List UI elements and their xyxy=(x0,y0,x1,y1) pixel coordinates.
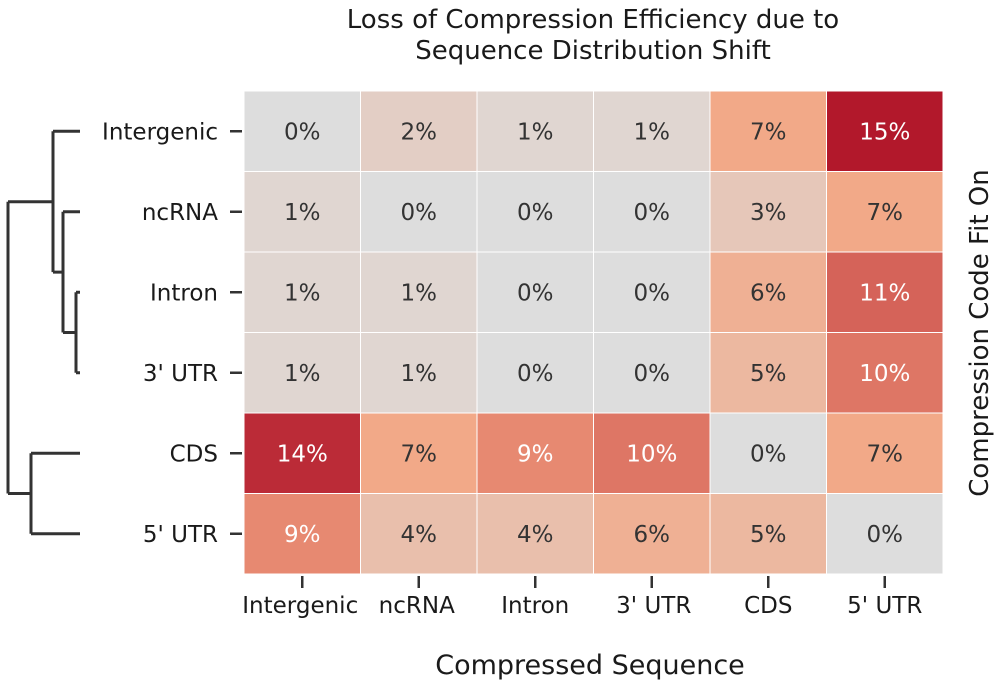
cell-value-label: 0% xyxy=(634,361,671,387)
cell-value-label: 5% xyxy=(750,522,787,548)
cell-value-label: 11% xyxy=(859,280,910,306)
cell-value-label: 7% xyxy=(867,200,904,226)
heatmap-cell xyxy=(593,493,711,575)
heatmap-cell xyxy=(243,251,361,333)
cell-value-label: 5% xyxy=(750,361,787,387)
y-tick-label: CDS xyxy=(170,441,218,467)
heatmap-cell xyxy=(360,171,478,253)
heatmap-cell xyxy=(826,412,944,494)
cell-value-label: 0% xyxy=(750,441,787,467)
cell-value-label: 15% xyxy=(859,119,910,145)
x-tick-label: ncRNA xyxy=(379,593,455,619)
y-tick-label: Intron xyxy=(150,280,218,306)
cell-value-label: 1% xyxy=(284,200,321,226)
heatmap-cell xyxy=(593,171,711,253)
heatmap-cell xyxy=(360,412,478,494)
heatmap-cell xyxy=(360,493,478,575)
cell-value-label: 6% xyxy=(634,522,671,548)
row-dendrogram xyxy=(6,129,80,536)
heatmap-cell xyxy=(826,171,944,253)
cell-value-label: 9% xyxy=(284,522,321,548)
cell-value-label: 0% xyxy=(867,522,904,548)
cell-value-label: 1% xyxy=(401,361,438,387)
cell-value-label: 2% xyxy=(401,119,438,145)
cell-value-label: 14% xyxy=(277,441,328,467)
heatmap-cell xyxy=(826,493,944,575)
cell-value-label: 10% xyxy=(859,361,910,387)
heatmap-cell xyxy=(476,412,594,494)
cell-value-label: 0% xyxy=(284,119,321,145)
x-axis-label: Compressed Sequence xyxy=(435,650,745,681)
cell-value-label: 0% xyxy=(401,200,438,226)
cell-value-label: 4% xyxy=(517,522,554,548)
heatmap-cell xyxy=(593,412,711,494)
cell-value-label: 6% xyxy=(750,280,787,306)
x-tick-label: CDS xyxy=(744,593,792,619)
x-tick-label: 3' UTR xyxy=(616,593,691,619)
x-tick-label: Intergenic xyxy=(242,593,358,619)
cell-value-label: 4% xyxy=(401,522,438,548)
y-tick-label: Intergenic xyxy=(102,119,218,145)
heatmap-cell xyxy=(243,412,361,494)
heatmap-cell xyxy=(709,493,827,575)
heatmap-cell xyxy=(360,251,478,333)
heatmap-cell xyxy=(243,493,361,575)
chart-title-line-1: Loss of Compression Efficiency due to xyxy=(346,5,840,35)
cell-value-label: 0% xyxy=(517,200,554,226)
cell-value-label: 7% xyxy=(401,441,438,467)
cell-value-label: 0% xyxy=(517,361,554,387)
cell-value-label: 1% xyxy=(517,119,554,145)
cell-value-label: 7% xyxy=(867,441,904,467)
heatmap-cell xyxy=(826,251,944,333)
y-tick-label: ncRNA xyxy=(142,200,218,226)
heatmap-cell xyxy=(826,90,944,172)
y-tick-label: 3' UTR xyxy=(143,361,218,387)
heatmap-cell xyxy=(709,171,827,253)
x-tick-label: 5' UTR xyxy=(847,593,922,619)
cell-value-label: 1% xyxy=(284,280,321,306)
heatmap-cell xyxy=(476,332,594,414)
heatmap-cell xyxy=(709,251,827,333)
cell-value-label: 0% xyxy=(634,280,671,306)
cell-value-label: 0% xyxy=(517,280,554,306)
cell-value-label: 1% xyxy=(634,119,671,145)
y-tick-label: 5' UTR xyxy=(143,522,218,548)
cell-value-label: 9% xyxy=(517,441,554,467)
heatmap-cell xyxy=(709,332,827,414)
cell-value-label: 1% xyxy=(401,280,438,306)
cell-value-label: 10% xyxy=(626,441,677,467)
heatmap-cell xyxy=(709,90,827,172)
chart-title-line-2: Sequence Distribution Shift xyxy=(415,36,771,66)
y-axis-label: Compression Code Fit On xyxy=(965,169,995,497)
heatmap-cell xyxy=(243,171,361,253)
x-tick-label: Intron xyxy=(501,593,569,619)
heatmap-cell xyxy=(826,332,944,414)
heatmap-cell xyxy=(593,90,711,172)
heatmap-cell xyxy=(476,493,594,575)
cell-value-label: 0% xyxy=(634,200,671,226)
cell-value-label: 1% xyxy=(284,361,321,387)
cell-value-label: 3% xyxy=(750,200,787,226)
cell-value-label: 7% xyxy=(750,119,787,145)
